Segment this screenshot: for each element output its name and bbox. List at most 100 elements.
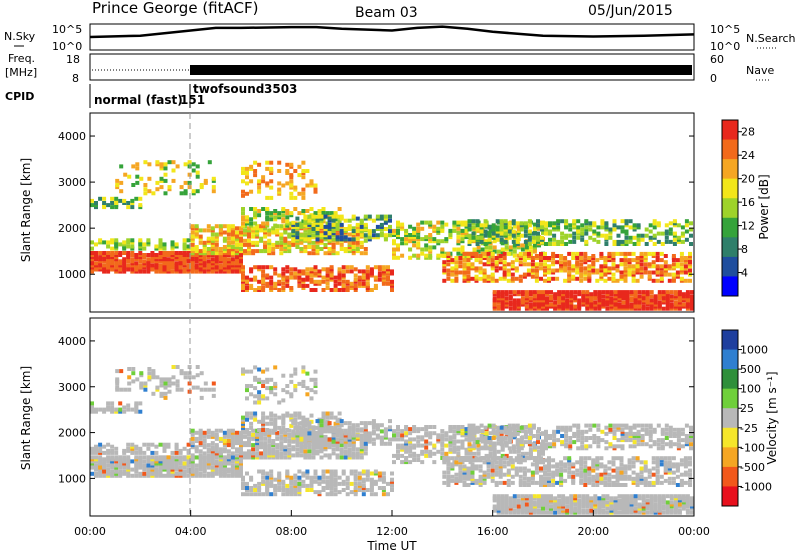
heat-cell (641, 304, 646, 309)
heat-cell (285, 483, 290, 488)
heat-cell (383, 429, 388, 434)
heat-cell (122, 257, 127, 262)
heat-cell (559, 460, 564, 465)
heat-cell (637, 294, 642, 299)
heat-cell (151, 391, 156, 396)
heat-cell (214, 469, 219, 474)
heat-cell (297, 469, 302, 474)
heat-cell (273, 281, 278, 286)
heat-cell (269, 377, 274, 382)
heat-cell (257, 394, 262, 399)
heat-cell (178, 448, 183, 453)
heat-cell (587, 268, 592, 273)
heat-cell (577, 298, 582, 303)
heat-cell (659, 251, 664, 256)
heat-cell (202, 434, 207, 439)
heat-cell (616, 233, 621, 238)
heat-cell (159, 377, 164, 382)
heat-cell (536, 239, 540, 244)
heat-cell (564, 235, 569, 240)
heat-cell (351, 433, 356, 438)
heat-cell (456, 439, 461, 444)
heat-cell (122, 461, 127, 466)
heat-cell (235, 249, 239, 254)
heat-cell (162, 255, 167, 260)
heat-cell (214, 459, 219, 464)
heat-cell (114, 240, 119, 245)
heat-cell (587, 276, 592, 281)
heat-cell (565, 290, 570, 295)
heat-cell (464, 449, 469, 454)
heat-cell (151, 369, 156, 374)
heat-cell (559, 260, 564, 265)
heat-cell (565, 302, 570, 307)
heat-cell (243, 242, 247, 247)
heat-cell (553, 306, 558, 311)
heat-cell (534, 272, 539, 277)
heat-cell (90, 409, 94, 414)
heat-cell (516, 226, 521, 231)
heat-cell (617, 292, 622, 297)
heat-cell (122, 448, 127, 453)
heat-cell (556, 239, 561, 244)
heat-cell (241, 283, 245, 288)
heat-cell (337, 275, 342, 280)
heat-cell (90, 269, 94, 274)
heat-cell (432, 425, 437, 429)
heat-cell (549, 298, 553, 303)
heat-cell (363, 233, 368, 238)
heat-cell (488, 431, 493, 436)
noise-left-tick-bottom: 10^0 (52, 40, 82, 53)
heat-cell (448, 437, 453, 442)
heat-cell (458, 466, 463, 471)
heat-cell (98, 461, 103, 466)
heat-cell (321, 475, 326, 480)
heat-cell (597, 300, 602, 305)
heat-cell (482, 470, 487, 475)
heat-cell (412, 253, 417, 258)
heat-cell (559, 474, 564, 479)
heat-cell (261, 175, 266, 180)
heat-cell (644, 227, 649, 232)
heat-cell (500, 294, 505, 299)
heat-cell (470, 462, 475, 467)
heat-cell (267, 455, 272, 460)
heat-cell (102, 265, 107, 270)
heat-cell (577, 300, 582, 305)
heat-cell (142, 465, 147, 470)
heat-cell (329, 277, 334, 282)
heat-cell (474, 276, 479, 281)
heat-cell (307, 226, 312, 231)
heat-cell (575, 254, 580, 258)
heat-cell (552, 233, 557, 238)
heat-cell (392, 239, 396, 244)
heat-cell (341, 275, 346, 280)
heat-cell (343, 421, 348, 426)
heat-cell (462, 272, 467, 277)
heat-cell (561, 292, 566, 297)
heat-cell (271, 430, 276, 435)
heat-cell (351, 242, 356, 247)
heat-cell (289, 379, 294, 384)
heat-cell (178, 251, 183, 255)
heat-cell (297, 492, 302, 497)
heat-cell (456, 241, 461, 246)
heat-cell (249, 283, 254, 288)
heat-cell (500, 453, 505, 458)
heat-cell (253, 417, 258, 422)
heat-cell (361, 283, 366, 288)
heat-cell (241, 179, 245, 184)
heat-cell (496, 304, 501, 309)
heat-cell (214, 451, 219, 456)
heat-cell (210, 228, 215, 233)
heat-cell (653, 302, 658, 307)
heat-cell (605, 302, 610, 307)
heat-cell (467, 242, 472, 246)
heat-cell (202, 439, 207, 443)
heat-cell (471, 221, 476, 226)
heat-cell (277, 215, 282, 220)
heat-cell (540, 221, 544, 226)
heat-cell (327, 249, 332, 254)
heat-cell (607, 254, 612, 258)
heat-cell (512, 253, 517, 258)
